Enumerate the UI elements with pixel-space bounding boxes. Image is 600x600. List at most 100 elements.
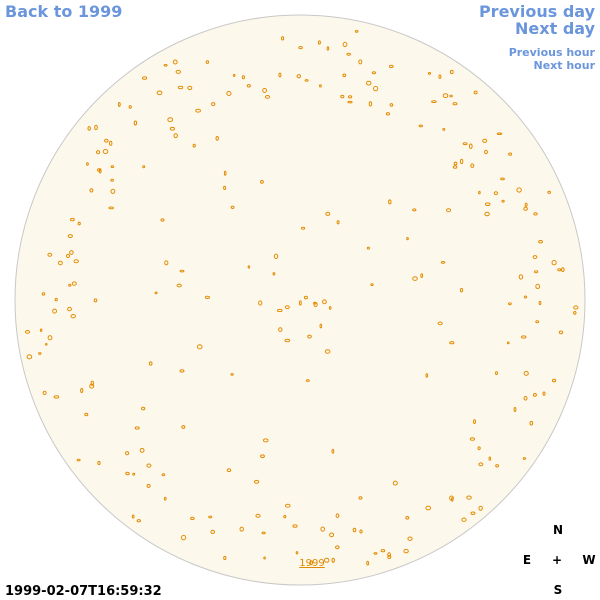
contour: [110, 188, 116, 194]
contour: [278, 72, 282, 78]
contour: [71, 281, 77, 286]
next-hour-link[interactable]: Next hour: [534, 59, 596, 72]
contour: [521, 335, 527, 339]
previous-day-link[interactable]: Previous day: [479, 2, 596, 21]
contour: [181, 425, 186, 429]
contour: [561, 267, 565, 273]
contour: [478, 190, 481, 195]
contour: [538, 240, 543, 244]
compass-south: S: [554, 583, 563, 597]
contour: [431, 100, 437, 103]
contour: [488, 456, 492, 461]
contour: [226, 91, 232, 96]
contour: [368, 101, 373, 107]
contour: [425, 505, 432, 511]
contour: [532, 255, 538, 260]
contour: [358, 59, 363, 65]
contour: [477, 446, 481, 451]
contour: [285, 503, 291, 508]
contour: [507, 341, 510, 345]
contour: [146, 463, 152, 468]
contour: [303, 295, 308, 300]
contour: [495, 464, 500, 468]
contour: [24, 330, 31, 334]
contour: [373, 552, 378, 555]
contour: [173, 133, 178, 139]
contour: [557, 268, 562, 272]
contour: [42, 390, 47, 396]
contour: [449, 94, 453, 98]
contour: [70, 217, 75, 222]
contour: [69, 250, 74, 255]
contour: [26, 354, 33, 360]
contour: [41, 292, 46, 296]
contour: [39, 328, 43, 332]
contour: [208, 515, 213, 519]
contour: [529, 420, 534, 426]
contour: [239, 526, 244, 532]
compass-center: +: [552, 553, 562, 567]
contour: [385, 112, 390, 116]
compass-east: E: [523, 553, 531, 567]
contour: [230, 205, 235, 210]
contour: [160, 218, 165, 222]
year-link[interactable]: 1999: [299, 558, 324, 569]
contour: [370, 283, 374, 287]
contour: [190, 516, 195, 521]
contour: [484, 211, 490, 217]
contour: [522, 457, 527, 460]
contour: [38, 352, 42, 355]
contour: [558, 330, 564, 335]
contour: [169, 126, 175, 131]
contour: [230, 373, 234, 376]
contour: [73, 259, 79, 264]
contour: [301, 226, 306, 230]
contour: [132, 472, 136, 476]
contour: [246, 84, 251, 88]
contour: [110, 165, 115, 169]
contour: [313, 301, 317, 305]
contour: [523, 206, 528, 211]
contour: [263, 556, 266, 560]
contour: [317, 40, 321, 45]
contour: [342, 73, 347, 78]
contour: [453, 161, 458, 166]
contour: [523, 295, 528, 299]
compass-north: N: [553, 523, 563, 537]
previous-hour-link[interactable]: Previous hour: [509, 46, 596, 59]
contour: [412, 276, 418, 281]
contour: [262, 438, 269, 443]
contour: [176, 283, 182, 288]
next-day-link[interactable]: Next day: [515, 19, 596, 38]
contour: [573, 305, 579, 310]
contour: [58, 260, 63, 266]
back-link[interactable]: Back to 1999: [5, 2, 122, 21]
contour: [97, 460, 101, 466]
contour: [354, 30, 359, 33]
contour: [406, 237, 409, 241]
contour: [452, 102, 458, 106]
contour: [392, 480, 398, 486]
contour: [66, 253, 70, 259]
contour: [163, 496, 167, 501]
contour: [366, 246, 370, 250]
contour: [388, 199, 392, 205]
contour: [223, 170, 227, 176]
contour: [156, 90, 163, 96]
contour: [461, 517, 467, 522]
contour: [470, 163, 475, 168]
contour: [478, 505, 483, 511]
contour: [264, 95, 271, 99]
contour: [195, 108, 202, 113]
contour: [292, 524, 298, 528]
contour: [179, 369, 185, 373]
contour: [90, 380, 95, 386]
contour: [223, 555, 227, 561]
contour: [163, 64, 168, 67]
contour: [466, 495, 472, 500]
contour: [70, 314, 76, 319]
contour: [469, 143, 473, 149]
contour: [67, 234, 73, 239]
contour: [232, 73, 236, 77]
contour: [329, 532, 335, 538]
